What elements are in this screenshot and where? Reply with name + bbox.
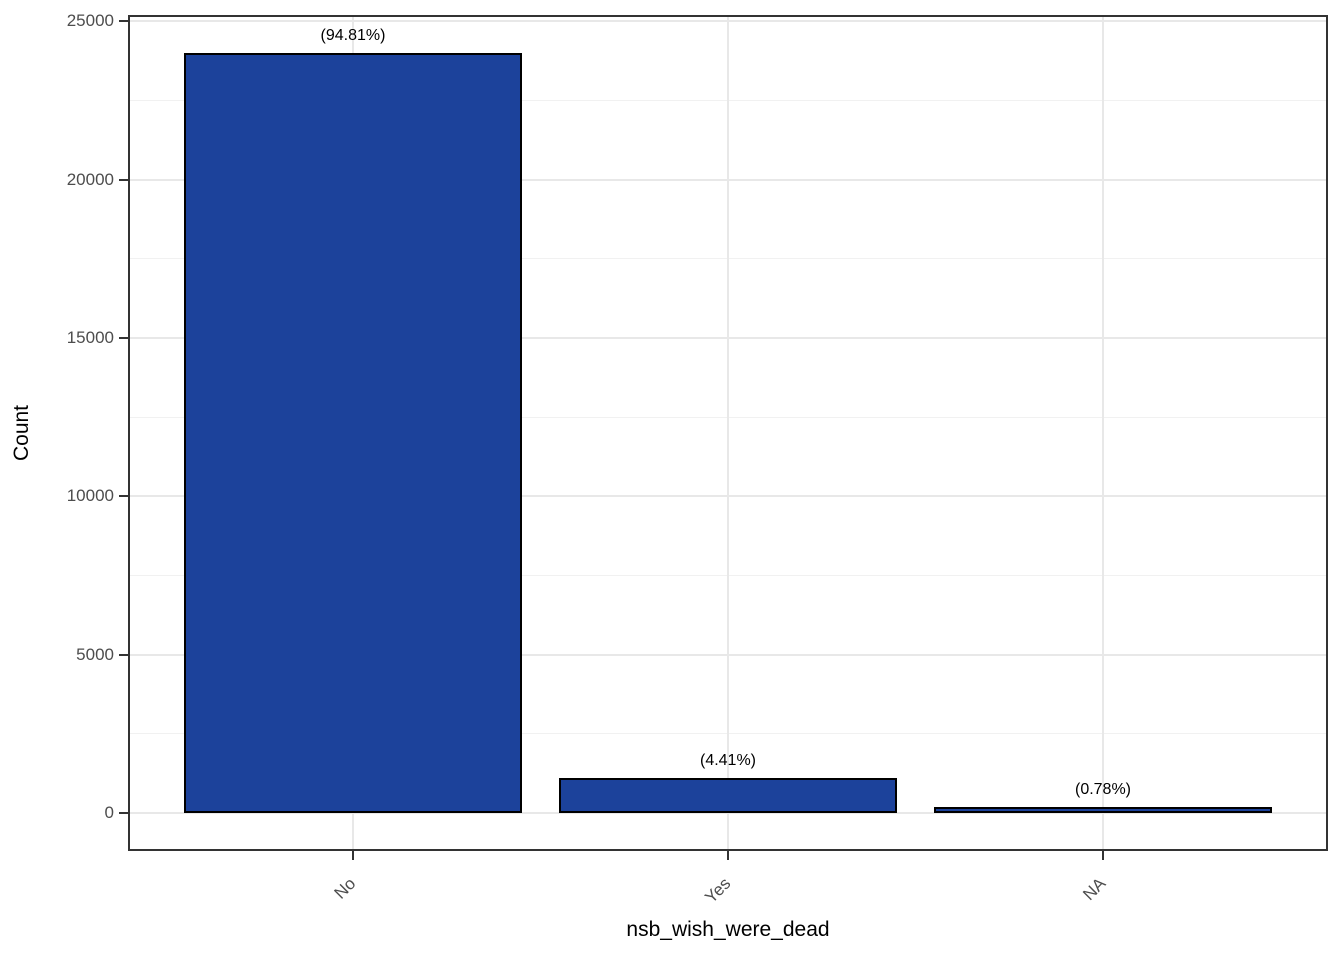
y-tick-label: 0 — [104, 803, 114, 822]
y-tick — [119, 812, 128, 814]
bar — [184, 53, 522, 813]
y-tick-label: 15000 — [66, 328, 114, 347]
y-tick — [119, 178, 128, 181]
x-tick-label: NA — [1079, 873, 1110, 905]
x-tick — [727, 851, 729, 860]
x-tick — [352, 851, 354, 860]
gridline-vertical — [1102, 15, 1104, 851]
gridline-vertical — [727, 15, 729, 851]
y-axis-title: Count — [10, 404, 33, 462]
y-tick-label: 25000 — [66, 11, 114, 31]
x-axis-title: nsb_wish_were_dead — [626, 918, 830, 941]
y-tick-label: 20000 — [66, 169, 114, 189]
y-tick — [119, 495, 128, 498]
bar-value-label: (94.81%) — [320, 27, 386, 44]
bar — [559, 777, 897, 813]
y-tick — [119, 337, 128, 339]
x-tick-label: Yes — [701, 873, 735, 907]
y-tick — [119, 20, 128, 23]
x-tick — [1102, 851, 1104, 860]
y-tick-label: 5000 — [76, 644, 114, 664]
x-tick-label: No — [330, 873, 360, 903]
bar — [934, 806, 1272, 813]
y-tick — [119, 653, 128, 656]
bar-value-label: (4.41%) — [699, 751, 757, 769]
plot-panel: (94.81%) (4.41%) (0.78%) 0 5000 10000 15000 200… — [67, 12, 1328, 907]
y-tick-label: 10000 — [66, 486, 114, 506]
bar-value-label: (0.78%) — [1074, 780, 1132, 798]
